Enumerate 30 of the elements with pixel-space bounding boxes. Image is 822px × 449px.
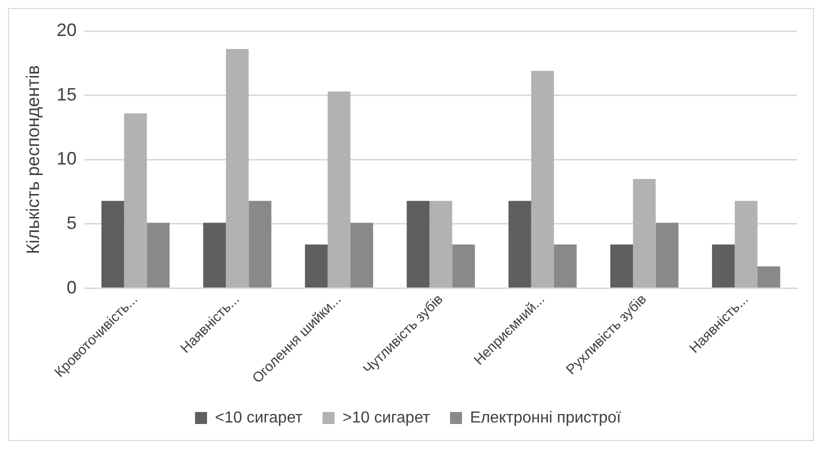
bar xyxy=(146,222,170,288)
bar xyxy=(656,222,678,288)
bar xyxy=(712,244,735,288)
bar xyxy=(508,200,532,288)
legend-label: Електронні пристрої xyxy=(470,409,622,426)
legend-label: >10 сигарет xyxy=(342,409,431,426)
bar xyxy=(248,200,272,288)
legend-label: <10 сигарет xyxy=(215,409,304,426)
bar xyxy=(531,70,554,288)
bar xyxy=(452,244,475,288)
bar xyxy=(226,49,249,288)
bar xyxy=(328,91,350,288)
y-tick-label: 5 xyxy=(66,212,77,233)
bar xyxy=(632,178,656,288)
y-tick-label: 10 xyxy=(56,148,77,169)
y-tick-label: 15 xyxy=(56,84,77,104)
bar xyxy=(101,200,124,288)
bar xyxy=(350,222,374,288)
y-axis-title: Кількість респондентів xyxy=(22,65,43,254)
bar xyxy=(757,266,780,288)
bar xyxy=(429,200,452,288)
y-tick-label: 0 xyxy=(66,277,77,298)
bar xyxy=(124,113,147,288)
bar xyxy=(406,200,430,288)
bar xyxy=(610,244,633,288)
bar xyxy=(554,244,577,288)
bar xyxy=(203,222,226,288)
y-tick-label: 20 xyxy=(56,20,77,40)
bar xyxy=(304,244,328,288)
bar xyxy=(734,200,758,288)
